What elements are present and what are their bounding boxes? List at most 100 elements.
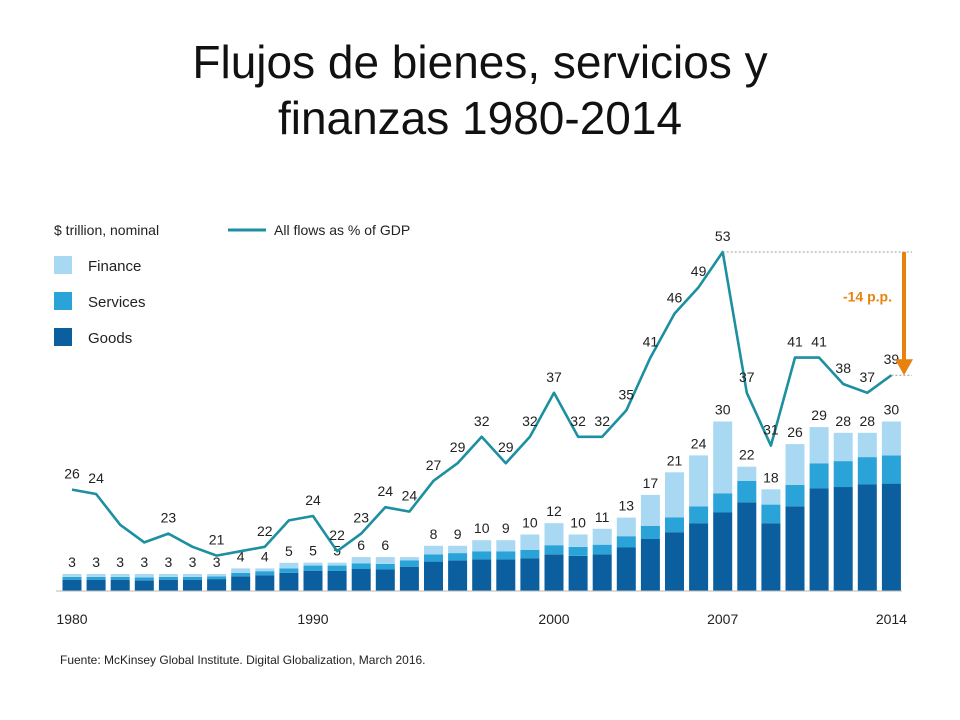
- bar-goods-2006: [689, 523, 709, 591]
- legend-finance-label: Finance: [88, 258, 141, 275]
- bar-services-1994: [399, 560, 419, 567]
- bar-services-1983: [134, 577, 154, 581]
- bar-total-label-2000: 12: [546, 503, 562, 519]
- bar-total-label-2004: 17: [643, 475, 659, 491]
- bar-total-label-2011: 29: [811, 407, 827, 423]
- line-label-1992: 23: [353, 510, 369, 526]
- bar-goods-1991: [327, 570, 347, 591]
- bar-goods-2007: [713, 512, 733, 591]
- bar-total-label-2009: 18: [763, 469, 779, 485]
- bar-services-1998: [496, 551, 516, 560]
- bar-goods-2008: [737, 502, 757, 591]
- bar-goods-1986: [207, 579, 227, 591]
- bar-goods-1994: [399, 566, 419, 591]
- bar-services-1996: [448, 553, 468, 561]
- line-label-2012: 38: [835, 360, 851, 376]
- bar-finance-1982: [110, 574, 130, 577]
- bar-finance-1994: [399, 557, 419, 561]
- line-label-1991: 22: [329, 527, 345, 543]
- bar-total-label-1997: 10: [474, 520, 490, 536]
- bar-goods-1988: [255, 575, 275, 591]
- bar-finance-1981: [86, 574, 106, 577]
- bar-total-label-2001: 10: [570, 515, 586, 531]
- bar-services-1999: [520, 549, 540, 559]
- gdp-percentage-line: [71, 250, 893, 557]
- line-label-1994: 24: [402, 488, 418, 504]
- bar-goods-1987: [231, 576, 251, 591]
- bar-services-1993: [375, 563, 395, 570]
- legend-goods-swatch: [54, 328, 72, 346]
- bar-goods-1981: [86, 579, 106, 591]
- bar-goods-2009: [761, 523, 781, 591]
- legend-services-label: Services: [88, 294, 146, 311]
- bar-finance-1999: [520, 534, 540, 550]
- bar-total-label-1981: 3: [92, 554, 100, 570]
- line-label-2002: 32: [594, 413, 610, 429]
- line-label-2008: 37: [739, 369, 755, 385]
- line-label-1993: 24: [378, 483, 394, 499]
- line-label-2009: 31: [763, 422, 779, 438]
- line-label-1998: 29: [498, 439, 514, 455]
- bar-services-2011: [809, 463, 829, 489]
- x-tick-1980: 1980: [56, 611, 87, 627]
- line-label-1981: 24: [88, 470, 104, 486]
- bar-finance-2002: [592, 528, 612, 545]
- bar-total-label-1986: 3: [213, 554, 221, 570]
- bar-finance-2014: [881, 421, 901, 456]
- bar-finance-2000: [544, 523, 564, 546]
- bar-finance-2009: [761, 489, 781, 505]
- bar-services-2014: [881, 455, 901, 484]
- bar-services-2005: [665, 517, 684, 533]
- bar-services-1980: [62, 576, 82, 580]
- bar-goods-2004: [640, 539, 660, 591]
- slide-title: Flujos de bienes, servicios y finanzas 1…: [0, 34, 960, 146]
- bar-goods-1982: [110, 579, 130, 591]
- legend-finance-swatch: [54, 256, 72, 274]
- bar-finance-1993: [375, 557, 395, 564]
- bar-goods-2002: [592, 554, 612, 591]
- bar-finance-2007: [713, 421, 733, 494]
- bar-goods-1989: [279, 572, 299, 591]
- bar-services-1985: [183, 576, 202, 580]
- bar-finance-2005: [665, 472, 684, 518]
- bar-services-1992: [351, 563, 371, 569]
- drop-annotation-label: -14 p.p.: [843, 289, 892, 305]
- line-label-2014: 39: [884, 351, 900, 367]
- bar-finance-2008: [737, 466, 757, 481]
- bar-finance-1980: [62, 574, 82, 577]
- bar-goods-1999: [520, 558, 540, 591]
- bar-services-1982: [110, 576, 130, 580]
- bar-finance-1983: [134, 574, 154, 578]
- line-label-1986: 21: [209, 532, 225, 548]
- line-label-2011: 41: [811, 334, 827, 350]
- legend-goods-label: Goods: [88, 330, 132, 347]
- line-label-1997: 32: [474, 413, 490, 429]
- line-label-1995: 27: [426, 457, 442, 473]
- bar-finance-1992: [351, 557, 371, 564]
- bars-group: [62, 421, 901, 592]
- bar-finance-2001: [568, 534, 588, 547]
- bar-total-label-1980: 3: [68, 554, 76, 570]
- bar-total-label-2010: 26: [787, 424, 803, 440]
- legend-line-label: All flows as % of GDP: [274, 222, 410, 238]
- unit-label: $ trillion, nominal: [54, 222, 159, 238]
- bar-goods-1985: [183, 579, 202, 591]
- bar-total-label-1992: 6: [357, 537, 365, 553]
- bar-total-label-2002: 11: [595, 509, 610, 525]
- bar-total-label-2006: 24: [691, 435, 707, 451]
- bar-total-label-2005: 21: [667, 452, 683, 468]
- bar-total-label-2008: 22: [739, 447, 755, 463]
- bar-total-label-1989: 5: [285, 543, 293, 559]
- line-label-1984: 23: [161, 510, 177, 526]
- bar-finance-1984: [158, 574, 178, 577]
- bar-finance-2004: [640, 494, 660, 526]
- bar-goods-2000: [544, 554, 564, 591]
- x-tick-2007: 2007: [707, 611, 738, 627]
- bar-goods-1998: [496, 559, 516, 591]
- x-tick-1990: 1990: [297, 611, 328, 627]
- bar-finance-1998: [496, 540, 516, 552]
- line-label-1980: 26: [64, 466, 80, 482]
- gdp-line-group: 26 24 23 21 22 24 22 23 24 24 27 29 32 29 32 37 32 32 35 41…: [64, 228, 900, 557]
- bar-total-label-1985: 3: [189, 554, 197, 570]
- bar-finance-1985: [183, 574, 202, 577]
